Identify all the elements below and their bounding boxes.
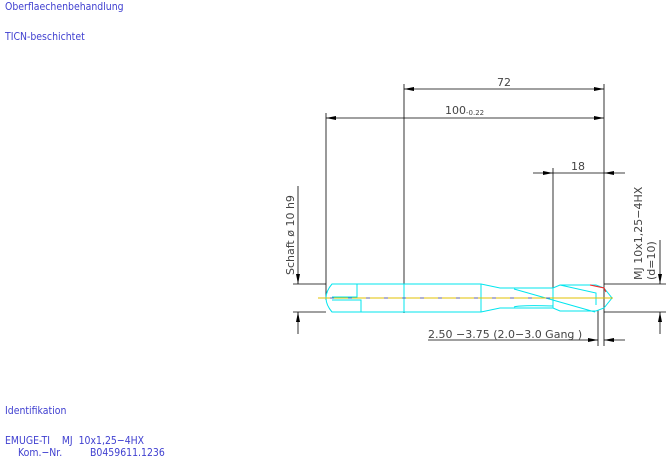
- chamfer-label: 2.50 −3.75 (2.0−3.0 Gang ): [428, 328, 582, 341]
- surface-value: TICN-beschichtet: [5, 30, 85, 43]
- shank-label: Schaft ø 10 h9: [284, 195, 297, 275]
- dim-18-text: 18: [571, 160, 585, 173]
- dim-100-tolerance: -0.22: [466, 109, 484, 117]
- surface-title: Oberflaechenbehandlung: [5, 0, 124, 13]
- thread-diameter: (d=10): [645, 241, 658, 280]
- kom-value: B0459611.1236: [90, 446, 165, 459]
- dim-72-text: 72: [497, 76, 511, 89]
- dimension-lines: [293, 84, 666, 346]
- kom-label: Kom.−Nr.: [18, 446, 63, 459]
- product-line: EMUGE-TI MJ 10x1,25−4HX: [5, 434, 145, 447]
- chamfer-mark: [589, 284, 607, 293]
- thread-label: MJ 10x1,25−4HX: [632, 186, 645, 280]
- dim-100-text: 100: [445, 104, 466, 117]
- ident-title: Identifikation: [5, 404, 67, 417]
